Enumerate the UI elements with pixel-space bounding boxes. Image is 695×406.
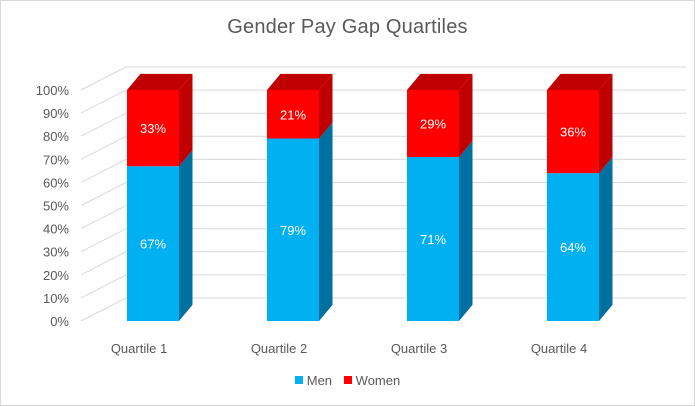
legend-swatch-women — [343, 376, 352, 384]
data-label-men: 79% — [280, 223, 306, 238]
gridline — [80, 228, 686, 253]
x-axis-categories: Quartile 1 Quartile 2 Quartile 3 Quartile 4 — [111, 341, 587, 356]
y-tick-label: 100% — [36, 83, 70, 98]
data-label-men: 71% — [420, 232, 446, 247]
bar-side-women — [459, 73, 473, 157]
legend-swatch-men — [294, 376, 303, 384]
legend-label-men: Men — [306, 373, 333, 388]
x-category-label: Quartile 2 — [251, 341, 307, 356]
legend: Men Women — [1, 373, 694, 388]
bar-men — [127, 166, 179, 321]
chart-title: Gender Pay Gap Quartiles — [227, 16, 468, 38]
bar-side-women — [179, 73, 193, 167]
data-label-men: 67% — [140, 237, 166, 252]
bar-side-women — [319, 73, 333, 139]
data-label-women: 21% — [280, 107, 306, 122]
bar-side-women — [599, 73, 613, 174]
bar-top-women — [407, 73, 473, 90]
gridline — [80, 205, 686, 230]
bar-women — [407, 90, 459, 157]
bar-men — [267, 138, 319, 321]
y-tick-label: 20% — [43, 268, 69, 283]
y-tick-label: 40% — [43, 222, 69, 237]
y-tick-label: 90% — [43, 106, 69, 121]
x-category-label: Quartile 4 — [531, 341, 587, 356]
data-label-men: 64% — [560, 240, 586, 255]
bars: 67% 33% 79% 21% 71% 29% 64% 36% — [127, 73, 613, 321]
bar-top-women — [547, 73, 613, 90]
y-tick-label: 30% — [43, 245, 69, 260]
bar-top-women — [267, 73, 333, 90]
y-tick-label: 60% — [43, 175, 69, 190]
y-tick-label: 80% — [43, 129, 69, 144]
x-category-label: Quartile 3 — [391, 341, 447, 356]
bar-side-men — [459, 140, 473, 321]
gridline — [80, 274, 686, 299]
y-tick-label: 0% — [50, 314, 69, 329]
legend-item-men: Men — [294, 373, 333, 388]
legend-label-women: Women — [355, 373, 401, 388]
gridline — [80, 66, 686, 91]
gridline — [80, 158, 686, 183]
legend-item-women: Women — [343, 373, 401, 388]
gridline — [80, 135, 686, 160]
bar-women — [267, 90, 319, 139]
gridline — [80, 251, 686, 276]
data-label-women: 36% — [560, 125, 586, 140]
gridline — [80, 112, 686, 137]
bar-side-men — [179, 150, 193, 321]
gridline — [80, 182, 686, 206]
x-category-label: Quartile 1 — [111, 341, 167, 356]
gridlines — [80, 66, 686, 322]
y-tick-label: 10% — [43, 291, 69, 306]
y-tick-label: 70% — [43, 152, 69, 167]
gridline — [80, 297, 686, 322]
gridline — [80, 89, 686, 114]
data-label-women: 29% — [420, 116, 446, 131]
y-tick-label: 50% — [43, 199, 69, 214]
data-label-women: 33% — [140, 121, 166, 136]
bar-women — [547, 90, 599, 174]
bar-side-men — [319, 122, 333, 321]
bar-men — [547, 173, 599, 321]
y-axis-ticks: 0% 10% 20% 30% 40% 50% 60% 70% 80% 90% 100% — [36, 83, 70, 329]
bar-top-women — [127, 73, 193, 90]
bar-women — [127, 90, 179, 167]
bar-side-men — [599, 157, 613, 321]
bar-men — [407, 156, 459, 321]
